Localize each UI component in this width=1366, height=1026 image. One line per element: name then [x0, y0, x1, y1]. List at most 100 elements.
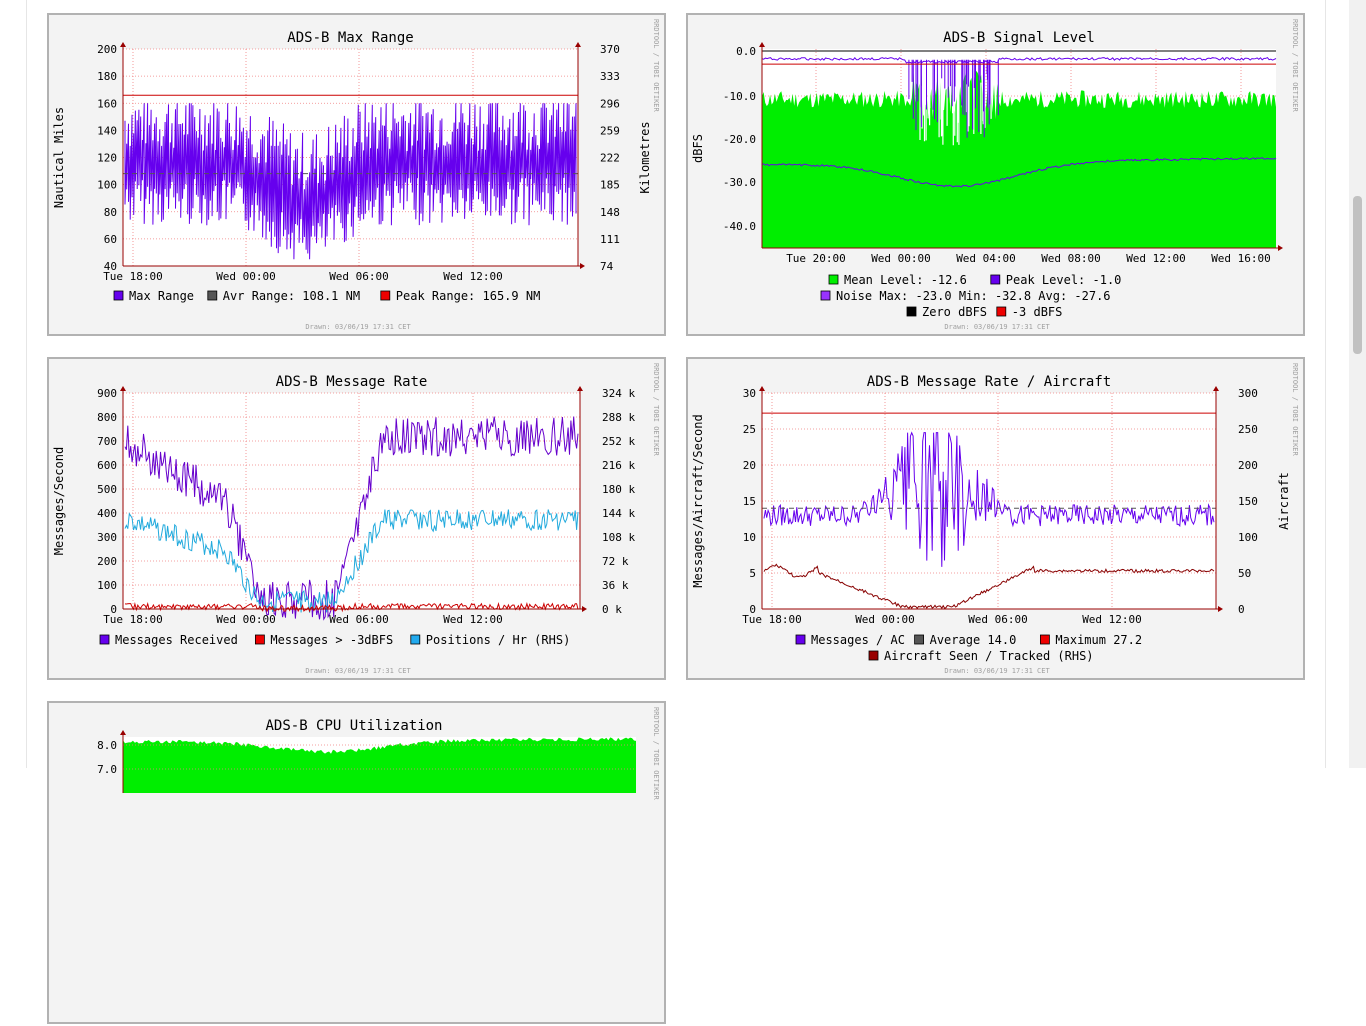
y-tick-label: 900 — [97, 387, 117, 400]
y-tick-label: 180 — [97, 70, 117, 83]
legend-label: Avr Range: 108.1 NM — [223, 289, 360, 303]
chart-title: ADS-B CPU Utilization — [265, 718, 442, 734]
page-border-right — [1325, 0, 1326, 768]
message-rate-svg: ADS-B Message Rate RRDTOOL / TOBI OETIKER… — [52, 363, 660, 675]
y-tick-label: 160 — [97, 97, 117, 110]
legend-swatch — [914, 634, 925, 645]
legend-swatch — [1039, 634, 1050, 645]
scrollbar-thumb[interactable] — [1353, 196, 1362, 354]
y-right-tick-label: 180 k — [602, 483, 635, 496]
chart-title: ADS-B Signal Level — [943, 30, 1095, 46]
y-tick-label: 40 — [104, 260, 117, 273]
y-axis-arrow — [759, 42, 765, 47]
y-axis-arrow — [759, 386, 765, 391]
x-tick-label: Wed 00:00 — [216, 270, 276, 283]
vertical-scrollbar[interactable] — [1349, 0, 1366, 768]
cpu-utilization-svg: ADS-B CPU Utilization RRDTOOL / TOBI OETI… — [97, 707, 660, 801]
legend-label: Peak Range: 165.9 NM — [396, 289, 541, 303]
y-tick-label: 8.0 — [97, 739, 117, 752]
y-tick-label: -20.0 — [723, 133, 756, 146]
y-right-tick-label: 144 k — [602, 507, 635, 520]
series-aircraft-seen — [763, 563, 1215, 610]
y-tick-label: 120 — [97, 152, 117, 165]
y-right-tick-label: 100 — [1238, 531, 1258, 544]
series-messages-per-ac — [763, 431, 1215, 567]
y-axis-right-label: Aircraft — [1277, 472, 1291, 530]
legend-label: Average 14.0 — [930, 633, 1017, 647]
drawn-timestamp: Drawn: 03/06/19 17:31 CET — [305, 323, 411, 331]
y-tick-label: 5 — [749, 567, 756, 580]
legend-swatch — [380, 290, 391, 301]
rrdtool-credit: RRDTOOL / TOBI OETIKER — [652, 707, 660, 801]
legend-swatch — [828, 274, 839, 285]
y-right-tick-label: 259 — [600, 124, 620, 137]
y-tick-label: 100 — [97, 179, 117, 192]
x-tick-label: Tue 18:00 — [103, 613, 163, 626]
x-tick-label: Wed 00:00 — [871, 252, 931, 265]
legend-label: Messages Received — [115, 633, 238, 647]
chart-title: ADS-B Max Range — [287, 30, 413, 46]
x-tick-label: Wed 00:00 — [855, 613, 915, 626]
y-tick-label: -10.0 — [723, 90, 756, 103]
drawn-timestamp: Drawn: 03/06/19 17:31 CET — [944, 667, 1050, 675]
legend-swatch — [990, 274, 1001, 285]
legend-swatch — [795, 634, 806, 645]
rrdtool-credit: RRDTOOL / TOBI OETIKER — [1291, 19, 1299, 113]
y-right-tick-label: 200 — [1238, 459, 1258, 472]
y-right-tick-label: 150 — [1238, 495, 1258, 508]
x-tick-label: Tue 18:00 — [742, 613, 802, 626]
y-right-tick-label: 185 — [600, 179, 620, 192]
y-tick-label: 20 — [743, 459, 756, 472]
legend-swatch — [868, 650, 879, 661]
y-right-tick-label: 252 k — [602, 435, 635, 448]
y-tick-label: 0.0 — [736, 45, 756, 58]
y-tick-label: 140 — [97, 124, 117, 137]
y-right-axis-arrow — [577, 386, 583, 391]
y-tick-label: 500 — [97, 483, 117, 496]
x-tick-label: Wed 08:00 — [1041, 252, 1101, 265]
series-noise — [761, 157, 1277, 188]
y-axis-right-label: Kilometres — [638, 121, 652, 193]
y-tick-label: -30.0 — [723, 176, 756, 189]
y-right-tick-label: 50 — [1238, 567, 1251, 580]
legend-label: Max Range — [129, 289, 194, 303]
y-right-tick-label: 296 — [600, 97, 620, 110]
rrdtool-credit: RRDTOOL / TOBI OETIKER — [652, 363, 660, 457]
legend-label: Maximum 27.2 — [1055, 633, 1142, 647]
series-positions-per-hour — [124, 509, 579, 613]
legend-swatch — [410, 634, 421, 645]
peak-level-spikes — [908, 59, 999, 138]
x-tick-label: Wed 06:00 — [329, 270, 389, 283]
legend-swatch — [254, 634, 265, 645]
y-right-tick-label: 0 — [1238, 603, 1245, 616]
y-tick-label: 300 — [97, 531, 117, 544]
y-tick-label: 100 — [97, 579, 117, 592]
legend-label: Zero dBFS — [922, 305, 987, 319]
x-tick-label: Tue 20:00 — [786, 252, 846, 265]
x-tick-label: Wed 06:00 — [329, 613, 389, 626]
y-tick-label: 15 — [743, 495, 756, 508]
y-right-tick-label: 108 k — [602, 531, 635, 544]
y-right-tick-label: 370 — [600, 43, 620, 56]
legend-label: Noise Max: -23.0 Min: -32.8 Avg: -27.6 — [836, 289, 1111, 303]
y-axis-label: dBFS — [691, 134, 705, 163]
x-tick-label: Wed 12:00 — [1126, 252, 1186, 265]
legend-swatch — [820, 290, 831, 301]
y-right-tick-label: 222 — [600, 152, 620, 165]
legend-swatch — [207, 290, 218, 301]
x-tick-label: Wed 04:00 — [956, 252, 1016, 265]
y-right-tick-label: 300 — [1238, 387, 1258, 400]
x-tick-label: Wed 06:00 — [968, 613, 1028, 626]
y-axis-label: Nautical Miles — [52, 107, 66, 208]
y-right-tick-label: 74 — [600, 260, 614, 273]
y-right-tick-label: 324 k — [602, 387, 635, 400]
x-tick-label: Wed 12:00 — [443, 270, 503, 283]
plot-area — [762, 393, 1216, 609]
y-right-tick-label: 0 k — [602, 603, 622, 616]
legend-swatch — [906, 306, 917, 317]
x-axis-arrow — [580, 263, 585, 269]
y-tick-label: 700 — [97, 435, 117, 448]
series-messages-received — [124, 416, 579, 621]
y-right-tick-label: 216 k — [602, 459, 635, 472]
legend-label: Aircraft Seen / Tracked (RHS) — [884, 649, 1094, 663]
